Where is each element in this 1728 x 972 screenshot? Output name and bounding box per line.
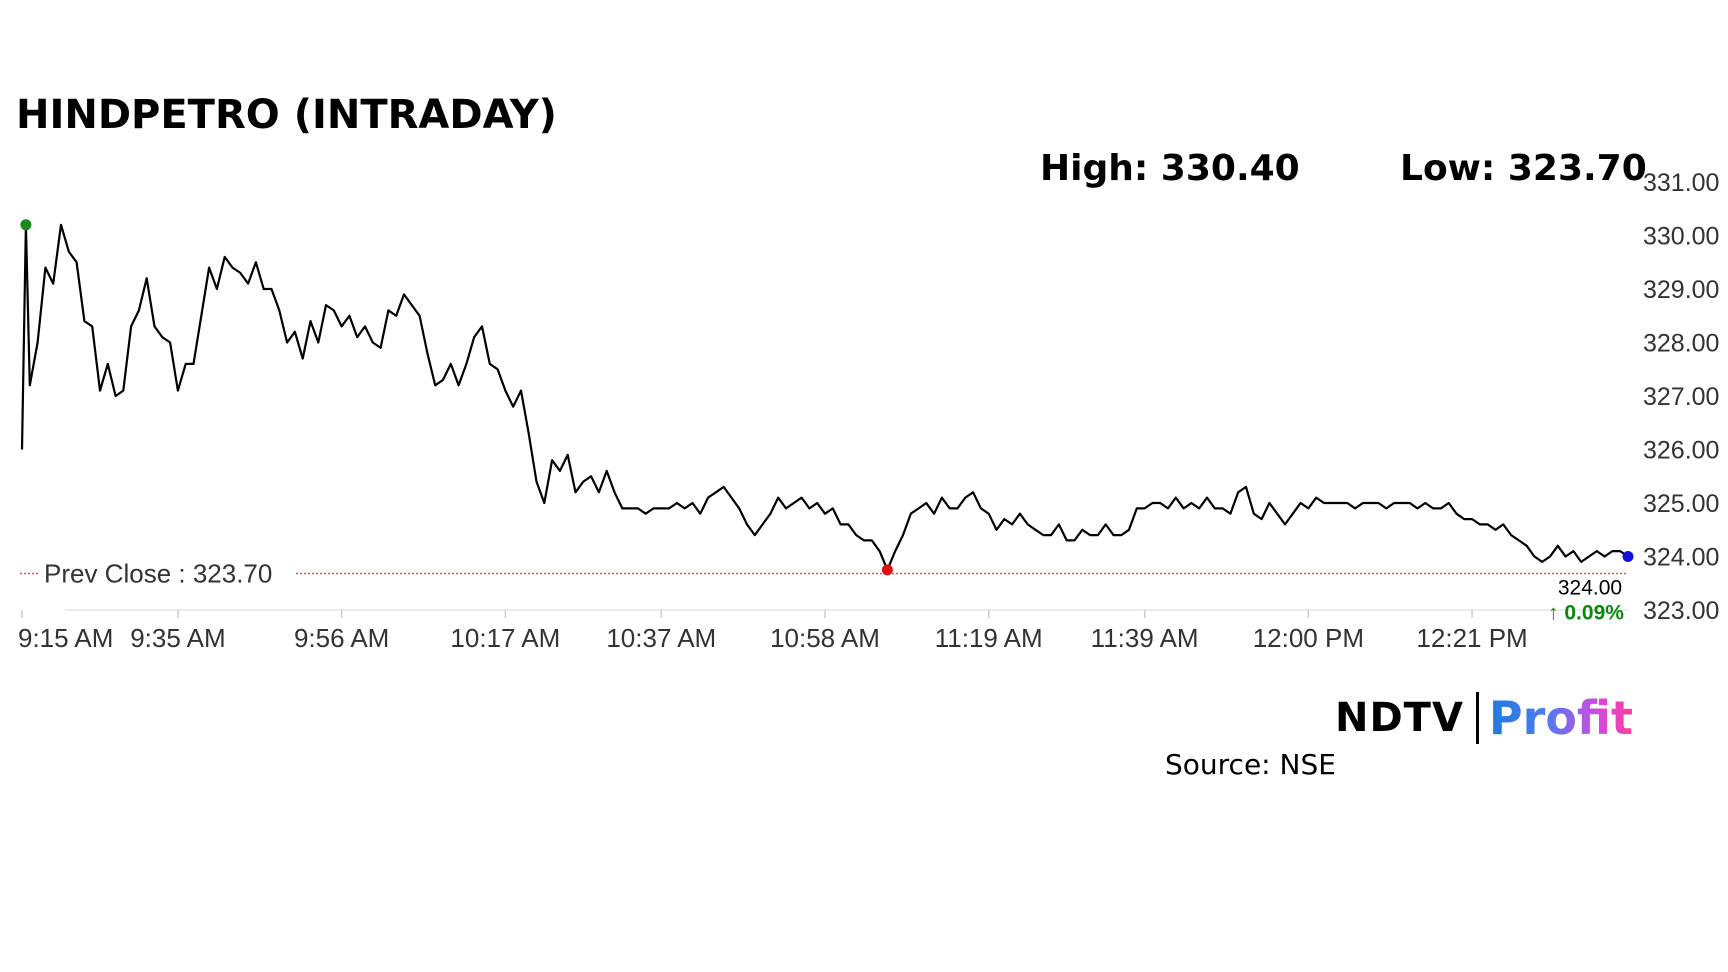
logo-divider xyxy=(1475,692,1479,744)
y-tick-label: 327.00 xyxy=(1643,383,1719,411)
x-tick-label: 10:58 AM xyxy=(770,623,880,653)
x-tick-label: 9:35 AM xyxy=(130,623,225,653)
x-tick-label: 11:39 AM xyxy=(1091,623,1199,653)
source-note: Source: NSE xyxy=(1165,748,1336,781)
x-tick-label: 9:56 AM xyxy=(294,623,389,653)
day-low-stat: Low: 323.70 xyxy=(1400,148,1647,189)
day-high-stat: High: 330.40 xyxy=(1040,148,1300,189)
last-price-label-background xyxy=(1552,575,1628,600)
price-series-line xyxy=(20,223,1629,572)
last-price-marker xyxy=(1622,551,1634,562)
x-tick-label: 10:17 AM xyxy=(450,623,560,653)
y-tick-label: 325.00 xyxy=(1643,490,1719,518)
y-tick-label: 331.00 xyxy=(1643,169,1719,197)
y-axis-ticks: 331.00 330.00 329.00 328.00 327.00 326.00 325.… xyxy=(1643,169,1719,625)
prev-close-label: Prev Close : 323.70 xyxy=(44,559,272,589)
x-tick-label: 12:21 PM xyxy=(1416,623,1527,653)
logo-ndtv-text: NDTV xyxy=(1335,695,1464,741)
x-tick-label: 11:19 AM xyxy=(935,623,1043,653)
day-low-marker xyxy=(881,564,893,576)
y-tick-label: 323.00 xyxy=(1643,597,1719,625)
y-tick-label: 324.00 xyxy=(1643,544,1719,572)
x-axis-ticks: 9:15 AM 9:35 AM 9:56 AM 10:17 AM 10:37 AM 10:… xyxy=(18,610,1528,653)
ndtv-profit-logo: NDTV Profit xyxy=(1335,690,1633,746)
y-tick-label: 330.00 xyxy=(1643,223,1719,251)
prev-close-label-background xyxy=(38,559,296,588)
change-percent-label: ↑ 0.09% xyxy=(1548,602,1624,625)
y-tick-label: 326.00 xyxy=(1643,437,1719,465)
y-tick-label: 328.00 xyxy=(1643,330,1719,358)
x-tick-label: 9:15 AM xyxy=(18,623,113,653)
logo-profit-text: Profit xyxy=(1488,691,1634,745)
y-tick-label: 329.00 xyxy=(1643,276,1719,304)
chart-title: HINDPETRO (INTRADAY) xyxy=(16,92,557,138)
x-tick-label: 12:00 PM xyxy=(1253,623,1364,653)
x-tick-label: 10:37 AM xyxy=(606,623,716,653)
prev-close-group: Prev Close : 323.70 xyxy=(20,559,1628,589)
open-marker xyxy=(20,219,32,231)
last-price-label: 324.00 xyxy=(1558,577,1622,600)
